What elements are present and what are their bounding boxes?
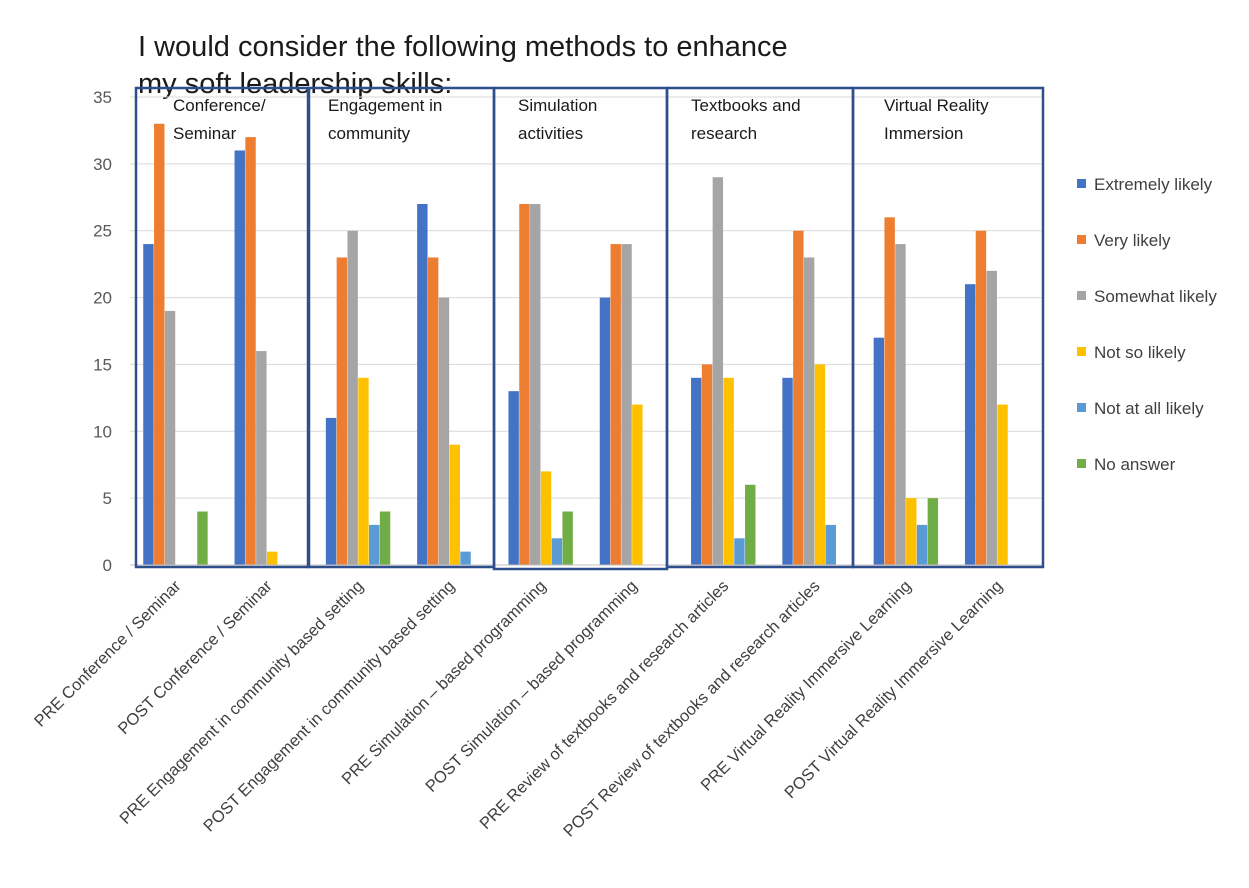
bar	[438, 297, 450, 565]
bar	[691, 377, 702, 565]
x-tick-label: PRE Simulation – based programming	[339, 577, 550, 788]
group-box-label: activities	[518, 124, 583, 143]
x-tick-label: POST Simulation – based programming	[422, 577, 641, 796]
bar	[245, 137, 256, 565]
bar	[782, 377, 793, 565]
legend-label: No answer	[1094, 455, 1176, 474]
chart-title-line-1: I would consider the following methods t…	[138, 31, 788, 63]
y-tick-label: 15	[93, 355, 112, 374]
bar	[793, 230, 804, 565]
bar	[712, 177, 724, 565]
legend-swatch	[1077, 403, 1086, 412]
legend-swatch	[1077, 459, 1086, 468]
group-box-label: Simulation	[518, 96, 597, 115]
bar	[379, 511, 391, 565]
bar	[997, 404, 1008, 565]
gridlines	[130, 96, 1043, 499]
group-box-label: Immersion	[884, 124, 963, 143]
group-box-label: Engagement in	[328, 96, 442, 115]
y-tick-label: 30	[93, 155, 112, 174]
bar	[814, 364, 826, 565]
bar	[347, 230, 358, 565]
group-boxes: Conference/Seminar Engagement in community…	[134, 86, 1045, 571]
bar	[519, 203, 530, 565]
bar	[745, 484, 756, 565]
bar	[143, 244, 154, 566]
bars	[143, 123, 1008, 566]
bar	[906, 498, 917, 565]
y-tick-label: 35	[93, 88, 112, 107]
bar	[599, 297, 611, 565]
group-box	[851, 86, 1045, 569]
bar	[551, 538, 563, 565]
x-tick-label: POST Conference / Seminar	[115, 577, 276, 738]
legend-label: Extremely likely	[1094, 175, 1213, 194]
bar	[621, 244, 632, 566]
bar	[927, 498, 939, 565]
bar	[256, 351, 267, 565]
bar	[803, 257, 815, 565]
bar	[986, 270, 997, 565]
group-box-label: Conference/	[173, 96, 266, 115]
bar	[916, 524, 928, 565]
bar	[460, 551, 471, 565]
y-tick-label: 20	[93, 289, 112, 308]
group-box-label: Seminar	[173, 124, 237, 143]
bar	[417, 203, 428, 565]
legend-swatch	[1077, 179, 1086, 188]
bar	[562, 511, 573, 565]
bar	[164, 310, 176, 565]
bar	[234, 150, 245, 565]
bar	[266, 551, 278, 565]
bar	[530, 203, 541, 565]
bar	[701, 364, 713, 565]
legend-swatch	[1077, 291, 1086, 300]
legend-swatch	[1077, 235, 1086, 244]
bar	[369, 524, 380, 565]
bar	[734, 538, 745, 565]
legend-swatch	[1077, 347, 1086, 356]
bar	[873, 337, 885, 565]
bar	[449, 444, 460, 565]
bar	[154, 123, 165, 565]
legend-label: Very likely	[1094, 231, 1171, 250]
y-tick-label: 0	[103, 556, 112, 575]
bar	[325, 417, 337, 565]
legend-label: Not so likely	[1094, 343, 1186, 362]
bar	[508, 391, 519, 565]
x-tick-label: PRE Virtual Reality Immersive Learning	[697, 577, 914, 794]
bar	[358, 377, 369, 565]
y-tick-label: 10	[93, 422, 112, 441]
group-box-label: research	[691, 124, 757, 143]
bar	[632, 404, 643, 565]
bar	[884, 217, 895, 566]
y-tick-label: 5	[103, 489, 112, 508]
bar	[723, 377, 734, 565]
legend-label: Not at all likely	[1094, 399, 1204, 418]
bar	[964, 284, 976, 565]
legend: Extremely likely Very likely Somewhat like…	[1077, 175, 1217, 474]
bar	[975, 230, 987, 565]
bar	[610, 244, 621, 566]
group-box-label: Virtual Reality	[884, 96, 989, 115]
bar	[427, 257, 439, 565]
y-tick-label: 25	[93, 222, 112, 241]
bar	[197, 511, 208, 565]
chart-title-line-2: my soft leadership skills:	[138, 68, 452, 100]
bar	[825, 524, 836, 565]
bar	[895, 244, 906, 566]
bar	[540, 471, 552, 565]
group-box-label: community	[328, 124, 411, 143]
legend-label: Somewhat likely	[1094, 287, 1217, 306]
group-box-label: Textbooks and	[691, 96, 801, 115]
bar	[336, 257, 348, 565]
x-tick-label: PRE Conference / Seminar	[31, 577, 185, 731]
